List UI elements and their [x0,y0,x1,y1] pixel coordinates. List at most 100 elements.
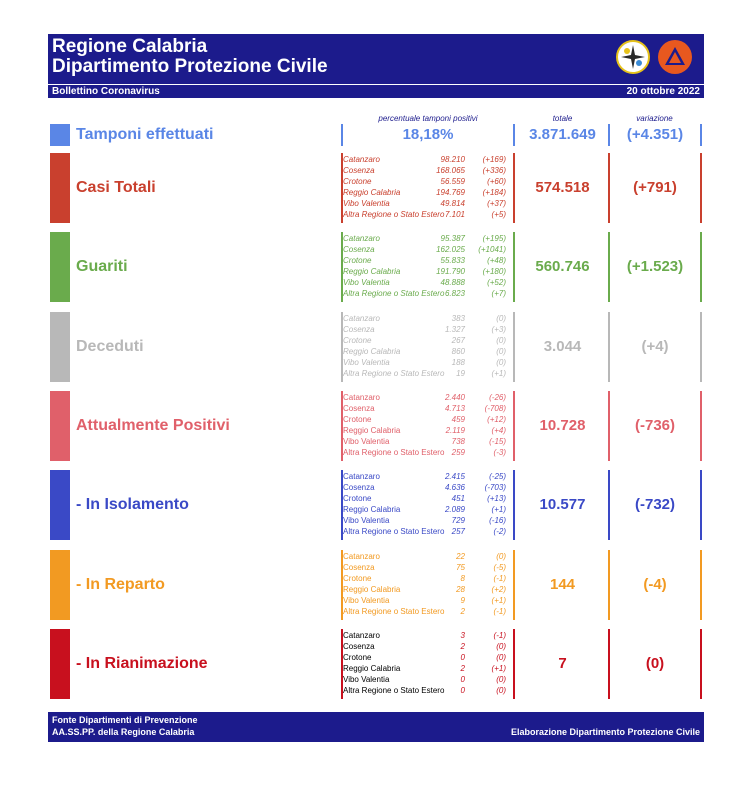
province-row: Vibo Valentia 0 (0) [343,674,513,685]
province-row: Vibo Valentia 738 (-15) [343,436,513,447]
province-row: Vibo Valentia 729 (-16) [343,515,513,526]
province-delta: (-25) [489,472,506,481]
province-row: Altra Regione o Stato Estero 0 (0) [343,685,513,696]
province-delta: (+3) [491,325,506,334]
category-label-isolamento: - In Isolamento [76,496,189,513]
province-value: 2 [460,607,465,616]
category-change-isolamento: (-732) [634,496,675,513]
footer-elaboration: Elaborazione Dipartimento Protezione Civ… [510,727,700,737]
province-value: 22 [456,552,465,561]
province-value: 6.823 [444,289,465,298]
province-list-reparto: Catanzaro 22 (0) Cosenza 75 (-5) Crotone 8 (-1) R… [343,551,513,617]
province-name: Crotone [343,336,372,345]
province-value: 1.327 [444,325,465,334]
province-name: Catanzaro [343,234,380,243]
province-value: 257 [451,527,465,536]
province-delta: (-703) [484,483,506,492]
province-name: Catanzaro [343,393,380,402]
province-row: Catanzaro 22 (0) [343,551,513,562]
header-banner: Regione Calabria Dipartimento Protezione… [48,34,704,98]
province-value: 0 [460,653,465,662]
category-change-guariti: (+1.523) [626,258,684,275]
tamponi-divider [341,124,343,146]
province-value: 95.387 [440,234,465,243]
province-row: Reggio Calabria 2.089 (+1) [343,504,513,515]
province-row: Catanzaro 2.440 (-26) [343,392,513,403]
province-delta: (+184) [482,188,506,197]
province-name: Vibo Valentia [343,675,390,684]
province-delta: (+336) [482,166,506,175]
province-row: Cosenza 75 (-5) [343,562,513,573]
tamponi-positivity: 18,18% [402,126,454,143]
footer-banner: Fonte Dipartimenti di Prevenzione AA.SS.… [48,712,704,742]
province-name: Crotone [343,653,372,662]
category-change-rianimazione: (0) [645,655,665,672]
category-divider [513,232,515,302]
province-value: 49.814 [440,199,465,208]
province-value: 19 [456,369,465,378]
category-divider [608,629,610,699]
category-color-block [50,232,70,302]
province-delta: (-26) [489,393,506,402]
category-divider [341,550,343,620]
category-divider [700,550,702,620]
category-label-guariti: Guariti [76,258,128,275]
category-change-positivi: (-736) [634,417,675,434]
province-row: Cosenza 2 (0) [343,641,513,652]
province-delta: (0) [496,642,506,651]
category-total-positivi: 10.728 [539,417,586,434]
province-value: 168.065 [436,166,465,175]
province-row: Catanzaro 383 (0) [343,313,513,324]
category-divider [608,153,610,223]
province-delta: (+1) [491,369,506,378]
category-color-block [50,153,70,223]
province-name: Altra Regione o Stato Estero [343,448,445,457]
province-name: Cosenza [343,245,375,254]
category-divider [700,312,702,382]
province-row: Reggio Calabria 2.119 (+4) [343,425,513,436]
category-divider [513,312,515,382]
province-delta: (0) [496,653,506,662]
province-value: 48.888 [440,278,465,287]
province-delta: (-708) [484,404,506,413]
province-name: Cosenza [343,166,375,175]
category-total-reparto: 144 [549,576,576,593]
category-label-deceduti: Deceduti [76,338,144,355]
province-delta: (0) [496,686,506,695]
province-value: 2.415 [444,472,465,481]
province-row: Altra Regione o Stato Estero 7.101 (+5) [343,209,513,220]
footer-source-2: AA.SS.PP. della Regione Calabria [52,727,195,737]
province-row: Crotone 451 (+13) [343,493,513,504]
province-name: Reggio Calabria [343,585,401,594]
province-delta: (+5) [491,210,506,219]
province-row: Altra Regione o Stato Estero 259 (-3) [343,447,513,458]
footer-source-1: Fonte Dipartimenti di Prevenzione [52,715,198,725]
department-title: Dipartimento Protezione Civile [52,56,328,77]
category-color-block [50,470,70,540]
province-row: Crotone 56.559 (+60) [343,176,513,187]
province-value: 4.713 [444,404,465,413]
category-divider [513,470,515,540]
province-name: Reggio Calabria [343,426,401,435]
province-name: Vibo Valentia [343,358,390,367]
province-delta: (-15) [489,437,506,446]
category-divider [341,312,343,382]
bulletin-label: Bollettino Coronavirus [52,86,160,97]
province-value: 259 [451,448,465,457]
category-total-deceduti: 3.044 [543,338,582,355]
province-value: 860 [451,347,465,356]
province-row: Cosenza 4.713 (-708) [343,403,513,414]
province-delta: (+52) [487,278,506,287]
province-value: 28 [456,585,465,594]
province-row: Vibo Valentia 188 (0) [343,357,513,368]
province-row: Crotone 0 (0) [343,652,513,663]
province-value: 2.119 [445,426,465,435]
category-total-casi: 574.518 [535,179,590,196]
province-value: 738 [451,437,465,446]
tamponi-total: 3.871.649 [529,126,596,143]
province-row: Reggio Calabria 28 (+2) [343,584,513,595]
province-row: Vibo Valentia 49.814 (+37) [343,198,513,209]
province-value: 729 [451,516,465,525]
province-name: Cosenza [343,325,375,334]
province-row: Reggio Calabria 860 (0) [343,346,513,357]
